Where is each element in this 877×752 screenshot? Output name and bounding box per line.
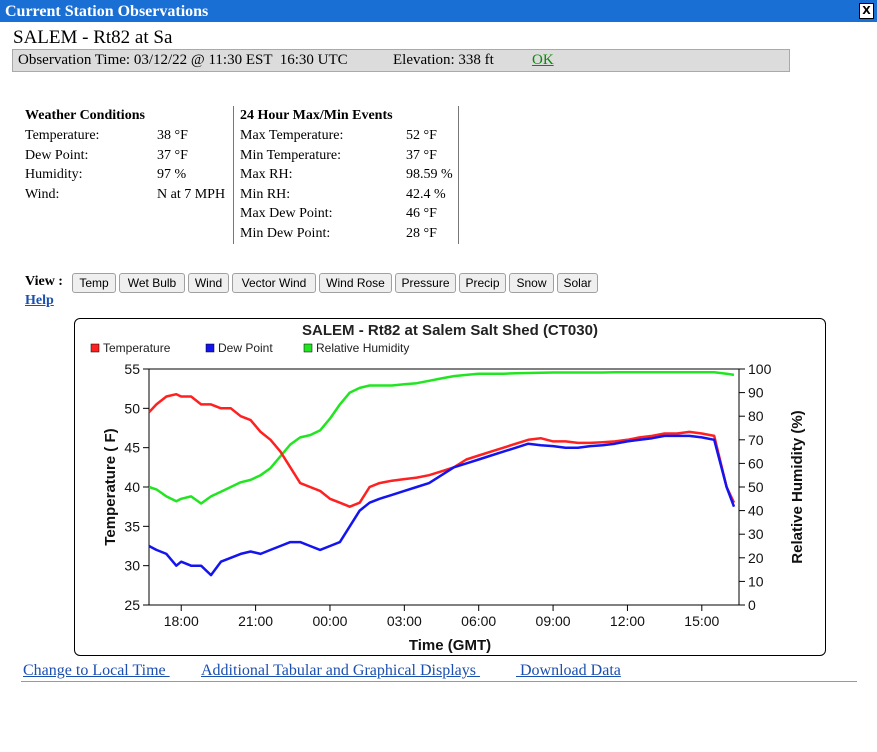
x-axis-label: Time (GMT) xyxy=(409,637,491,654)
ev-max-dew-label: Max Dew Point: xyxy=(240,206,333,221)
ev-max-dew-value: 46 °F xyxy=(406,206,437,221)
wc-wind-label: Wind: xyxy=(25,187,60,202)
divider xyxy=(458,106,459,244)
ev-min-temp-label: Min Temperature: xyxy=(240,148,342,163)
wc-dewpoint-value: 37 °F xyxy=(157,148,188,163)
view-wind-rose-button[interactable]: Wind Rose xyxy=(319,273,392,293)
view-solar-button[interactable]: Solar xyxy=(557,273,598,293)
ok-link[interactable]: OK xyxy=(532,52,554,68)
legend-temperature-swatch xyxy=(90,343,100,353)
view-snow-button[interactable]: Snow xyxy=(509,273,554,293)
series-dew-point-line xyxy=(148,434,736,577)
y-tick-label: 35 xyxy=(124,518,140,534)
legend-dew-point-label: Dew Point xyxy=(218,341,273,355)
ev-min-dew-label: Min Dew Point: xyxy=(240,226,331,241)
wc-humidity-label: Humidity: xyxy=(25,167,83,182)
window-title-bar: Current Station Observations X xyxy=(0,0,877,22)
y2-tick-label: 20 xyxy=(748,550,764,566)
series-temperature-line xyxy=(148,392,736,508)
station-name: SALEM - Rt82 at Sa xyxy=(13,27,173,48)
wc-temperature-label: Temperature: xyxy=(25,128,100,143)
legend-relative-humidity-swatch xyxy=(303,343,313,353)
legend-dew-point-swatch xyxy=(205,343,215,353)
ev-max-rh-value: 98.59 % xyxy=(406,167,453,182)
x-tick-label: 06:00 xyxy=(461,613,496,629)
series-relative-humidity-line xyxy=(148,371,735,505)
weather-conditions-title: Weather Conditions xyxy=(25,108,145,123)
help-link[interactable]: Help xyxy=(25,293,54,308)
wc-wind-value: N at 7 MPH xyxy=(157,187,226,202)
elevation: Elevation: 338 ft xyxy=(393,52,494,68)
x-tick-label: 00:00 xyxy=(312,613,347,629)
bottom-divider xyxy=(21,681,857,682)
y2-tick-label: 30 xyxy=(748,526,764,542)
x-tick-label: 21:00 xyxy=(238,613,273,629)
y-axis-label: Temperature ( F) xyxy=(102,428,119,545)
observation-time: Observation Time: 03/12/22 @ 11:30 EST 1… xyxy=(18,52,348,68)
legend-relative-humidity-label: Relative Humidity xyxy=(316,341,409,355)
wc-humidity-value: 97 % xyxy=(157,167,187,182)
close-button[interactable]: X xyxy=(859,3,874,19)
ev-max-rh-label: Max RH: xyxy=(240,167,293,182)
window-title: Current Station Observations xyxy=(5,3,209,20)
y2-tick-label: 0 xyxy=(748,597,756,613)
y2-tick-label: 60 xyxy=(748,455,764,471)
download-data-link[interactable]: Download Data xyxy=(516,662,621,679)
chart-svg: SALEM - Rt82 at Salem Salt Shed (CT030) … xyxy=(90,322,806,654)
ev-min-temp-value: 37 °F xyxy=(406,148,437,163)
view-precip-button[interactable]: Precip xyxy=(459,273,506,293)
y2-axis-label: Relative Humidity (%) xyxy=(789,410,806,563)
events-title: 24 Hour Max/Min Events xyxy=(240,108,393,123)
wc-temperature-value: 38 °F xyxy=(157,128,188,143)
y-tick-label: 30 xyxy=(124,558,140,574)
y2-tick-label: 40 xyxy=(748,503,764,519)
divider xyxy=(233,106,234,244)
y-tick-label: 55 xyxy=(124,361,140,377)
ev-min-rh-label: Min RH: xyxy=(240,187,291,202)
view-wind-button[interactable]: Wind xyxy=(188,273,229,293)
additional-displays-link[interactable]: Additional Tabular and Graphical Display… xyxy=(201,662,480,679)
view-wet-bulb-button[interactable]: Wet Bulb xyxy=(119,273,185,293)
y2-tick-label: 70 xyxy=(748,432,764,448)
wc-dewpoint-label: Dew Point: xyxy=(25,148,89,163)
x-tick-label: 12:00 xyxy=(610,613,645,629)
observation-bar: Observation Time: 03/12/22 @ 11:30 EST 1… xyxy=(12,49,790,72)
plot-area xyxy=(148,368,740,606)
legend-temperature-label: Temperature xyxy=(103,341,171,355)
y2-tick-label: 90 xyxy=(748,385,764,401)
view-pressure-button[interactable]: Pressure xyxy=(395,273,456,293)
y2-tick-label: 80 xyxy=(748,408,764,424)
y-tick-label: 25 xyxy=(124,597,140,613)
x-tick-label: 03:00 xyxy=(387,613,422,629)
y2-tick-label: 100 xyxy=(748,361,772,377)
x-tick-label: 15:00 xyxy=(684,613,719,629)
y-tick-label: 40 xyxy=(124,479,140,495)
chart-title: SALEM - Rt82 at Salem Salt Shed (CT030) xyxy=(302,322,598,339)
view-vector-wind-button[interactable]: Vector Wind xyxy=(232,273,316,293)
view-label: View : xyxy=(25,274,63,289)
ev-max-temp-label: Max Temperature: xyxy=(240,128,344,143)
y-tick-label: 50 xyxy=(124,400,140,416)
change-local-time-link[interactable]: Change to Local Time xyxy=(23,662,170,679)
y2-tick-label: 50 xyxy=(748,479,764,495)
x-tick-label: 09:00 xyxy=(536,613,571,629)
view-temp-button[interactable]: Temp xyxy=(72,273,116,293)
ev-min-dew-value: 28 °F xyxy=(406,226,437,241)
y-tick-label: 45 xyxy=(124,440,140,456)
chart-container: SALEM - Rt82 at Salem Salt Shed (CT030) … xyxy=(74,318,826,656)
ev-min-rh-value: 42.4 % xyxy=(406,187,446,202)
x-tick-label: 18:00 xyxy=(164,613,199,629)
ev-max-temp-value: 52 °F xyxy=(406,128,437,143)
y2-tick-label: 10 xyxy=(748,573,764,589)
